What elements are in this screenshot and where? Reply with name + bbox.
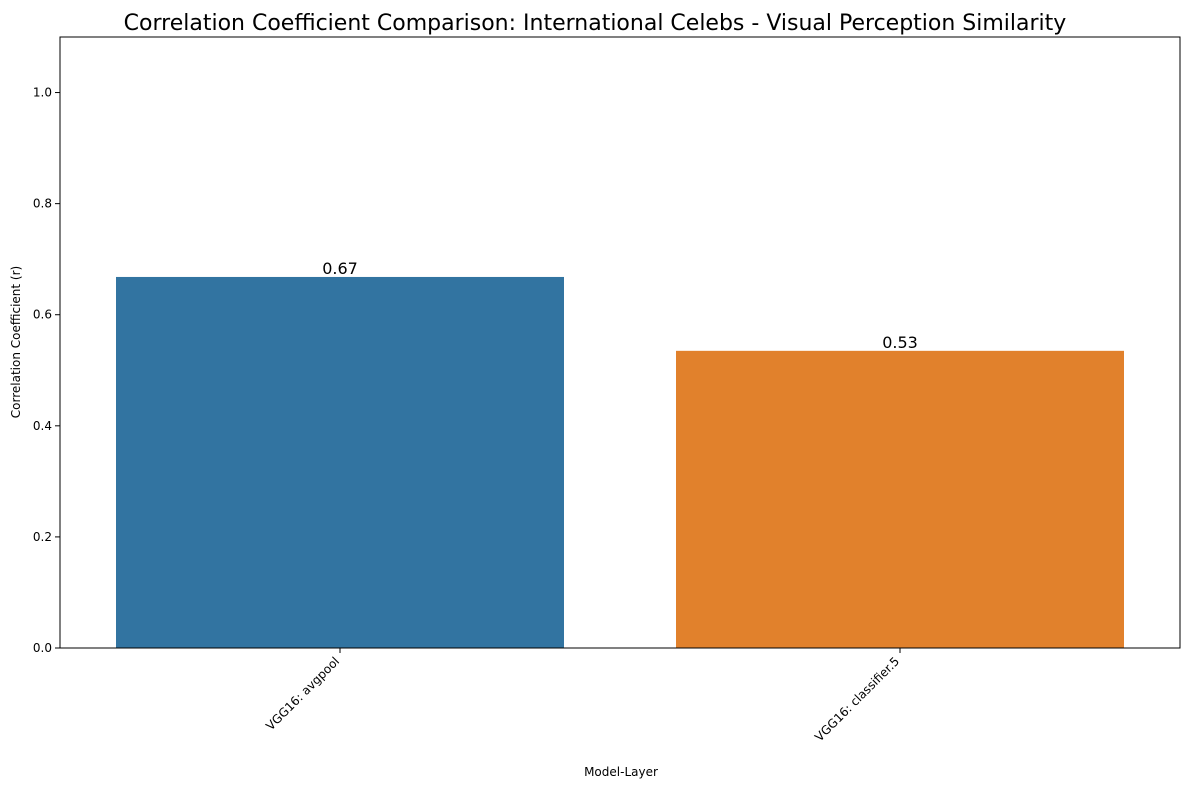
x-axis-label: Model-Layer	[584, 765, 658, 779]
x-tick-label-1: VGG16: classifier.5	[812, 654, 902, 744]
plot-area: 0.67 0.53 0.0 0.2 0.4 0.6 0.8 1.0 VGG16: avgpool…	[33, 36, 1181, 744]
bar-1	[116, 276, 564, 648]
y-tick-label-4: 0.8	[33, 197, 52, 211]
y-axis-label: Correlation Coefficient (r)	[9, 266, 23, 418]
y-tick-label-0: 0.0	[33, 641, 52, 655]
x-tick-label-0: VGG16: avgpool	[263, 654, 342, 733]
y-tick-label-5: 1.0	[33, 86, 52, 100]
chart-title: Correlation Coefficient Comparison: Inte…	[124, 11, 1067, 36]
y-tick-label-2: 0.4	[33, 419, 52, 433]
y-tick-label-1: 0.2	[33, 530, 52, 544]
data-label-1: 0.67	[322, 259, 358, 278]
y-tick-label-3: 0.6	[33, 308, 52, 322]
data-label-2: 0.53	[882, 333, 918, 352]
bar-2	[676, 350, 1124, 648]
plot-frame	[59, 36, 1181, 649]
